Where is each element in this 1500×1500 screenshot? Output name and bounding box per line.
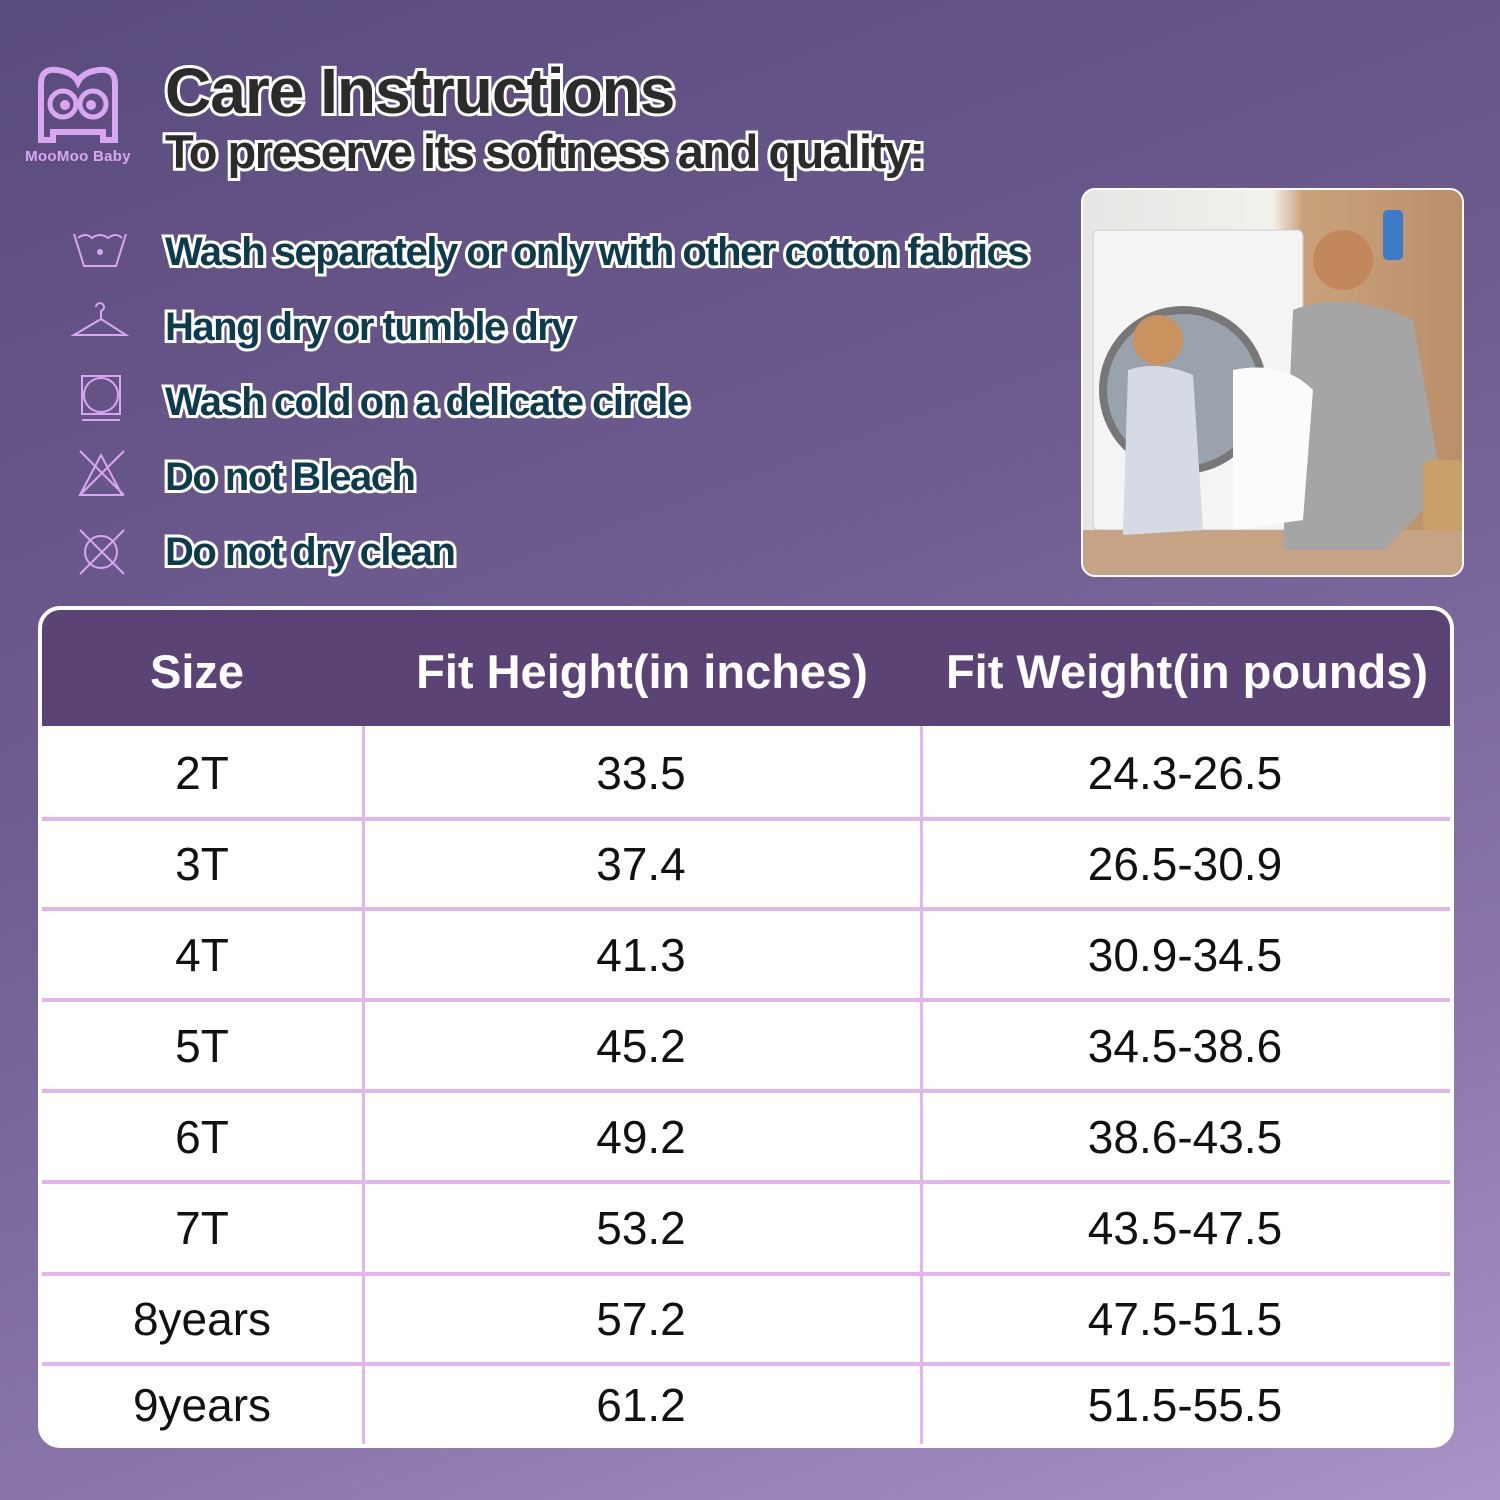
- table-row: 4T 41.3 30.9-34.5: [42, 909, 1450, 1000]
- care-item-label: Do not Bleach: [162, 452, 419, 502]
- no-bleach-icon: [78, 450, 125, 496]
- weight-cell: 47.5-51.5: [1087, 1293, 1283, 1345]
- care-item-label: Hang dry or tumble dry: [162, 302, 577, 352]
- row-divider: [42, 817, 1450, 821]
- page-title: Care Instructions: [162, 52, 678, 130]
- table-row: 7T 53.2 43.5-47.5: [42, 1182, 1450, 1274]
- height-cell: 61.2: [596, 1379, 686, 1431]
- care-item: Hang dry or tumble dry: [70, 297, 1070, 357]
- owl-logo-icon: [38, 66, 118, 143]
- size-cell: 6T: [175, 1110, 229, 1163]
- weight-cell: 43.5-47.5: [1087, 1202, 1283, 1254]
- height-cell: 37.4: [596, 838, 686, 890]
- care-item: Do not Bleach: [70, 447, 1070, 507]
- height-cell: 33.5: [596, 746, 686, 799]
- laundry-photo: [1081, 188, 1464, 577]
- weight-cell: 38.6-43.5: [1087, 1110, 1283, 1163]
- brand-name: MooMoo Baby: [25, 148, 131, 165]
- weight-cell: 24.3-26.5: [1087, 746, 1283, 799]
- photo-illustration: [1083, 210, 1462, 575]
- size-cell: 5T: [175, 1019, 229, 1072]
- table-header: Size Fit Height(in inches) Fit Weight(in…: [42, 610, 1450, 726]
- no-dry-clean-icon: [79, 529, 125, 575]
- size-chart-table: Size Fit Height(in inches) Fit Weight(in…: [38, 606, 1454, 1448]
- hanger-icon: [70, 302, 130, 336]
- size-cell: 7T: [175, 1202, 229, 1254]
- size-cell: 4T: [175, 928, 229, 981]
- table-row: 2T 33.5 24.3-26.5: [42, 726, 1450, 819]
- brand-logo: MooMoo Baby: [14, 62, 142, 165]
- size-cell: 2T: [175, 746, 229, 799]
- height-cell: 45.2: [596, 1019, 686, 1072]
- column-divider: [362, 726, 365, 1444]
- height-cell: 53.2: [596, 1202, 686, 1254]
- row-divider: [42, 907, 1450, 911]
- weight-cell: 34.5-38.6: [1087, 1019, 1283, 1072]
- weight-cell: 30.9-34.5: [1087, 928, 1283, 981]
- wash-basin-icon: [73, 233, 127, 267]
- size-cell: 8years: [132, 1293, 272, 1345]
- tumble-dry-icon: [81, 375, 121, 421]
- row-divider: [42, 1180, 1450, 1184]
- size-cell: 3T: [175, 838, 229, 890]
- height-cell: 57.2: [596, 1293, 686, 1345]
- table-row: 3T 37.4 26.5-30.9: [42, 819, 1450, 909]
- care-item: Do not dry clean: [70, 522, 1070, 582]
- care-item: Wash cold on a delicate circle: [70, 372, 1070, 432]
- table-row: 9years 61.2 51.5-55.5: [42, 1364, 1450, 1444]
- row-divider: [42, 1272, 1450, 1276]
- page-subtitle: To preserve its softness and quality:: [162, 122, 928, 181]
- height-cell: 41.3: [596, 928, 686, 981]
- column-divider: [920, 726, 923, 1444]
- table-row: 6T 49.2 38.6-43.5: [42, 1091, 1450, 1182]
- column-header-size: Size: [149, 645, 245, 698]
- row-divider: [42, 1362, 1450, 1366]
- table-row: 8years 57.2 47.5-51.5: [42, 1274, 1450, 1364]
- row-divider: [42, 1089, 1450, 1093]
- table-row: 5T 45.2 34.5-38.6: [42, 1000, 1450, 1091]
- care-item: Wash separately or only with other cotto…: [70, 222, 1070, 282]
- weight-cell: 51.5-55.5: [1087, 1379, 1283, 1431]
- column-header-height: Fit Height(in inches): [416, 645, 868, 698]
- column-header-weight: Fit Weight(in pounds): [945, 645, 1429, 698]
- height-cell: 49.2: [596, 1110, 686, 1163]
- care-item-label: Wash separately or only with other cotto…: [162, 227, 1032, 277]
- care-item-label: Wash cold on a delicate circle: [162, 377, 692, 427]
- care-item-label: Do not dry clean: [162, 527, 459, 577]
- size-cell: 9years: [132, 1379, 272, 1431]
- row-divider: [42, 998, 1450, 1002]
- weight-cell: 26.5-30.9: [1087, 838, 1283, 890]
